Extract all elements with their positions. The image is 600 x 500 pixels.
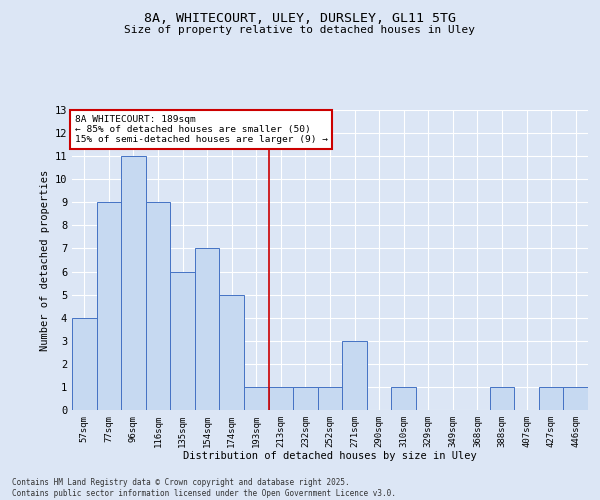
- Bar: [170, 272, 195, 410]
- Bar: [269, 387, 293, 410]
- Text: Size of property relative to detached houses in Uley: Size of property relative to detached ho…: [125, 25, 476, 35]
- Y-axis label: Number of detached properties: Number of detached properties: [40, 170, 50, 350]
- Text: 8A, WHITECOURT, ULEY, DURSLEY, GL11 5TG: 8A, WHITECOURT, ULEY, DURSLEY, GL11 5TG: [144, 12, 456, 26]
- Bar: [121, 156, 146, 410]
- Bar: [391, 387, 416, 410]
- Bar: [539, 387, 563, 410]
- Bar: [244, 387, 269, 410]
- Bar: [293, 387, 318, 410]
- Bar: [490, 387, 514, 410]
- Bar: [97, 202, 121, 410]
- Bar: [72, 318, 97, 410]
- Bar: [318, 387, 342, 410]
- Bar: [146, 202, 170, 410]
- Text: 8A WHITECOURT: 189sqm
← 85% of detached houses are smaller (50)
15% of semi-deta: 8A WHITECOURT: 189sqm ← 85% of detached …: [74, 114, 328, 144]
- Bar: [220, 294, 244, 410]
- Bar: [195, 248, 220, 410]
- Bar: [563, 387, 588, 410]
- X-axis label: Distribution of detached houses by size in Uley: Distribution of detached houses by size …: [183, 452, 477, 462]
- Bar: [342, 341, 367, 410]
- Text: Contains HM Land Registry data © Crown copyright and database right 2025.
Contai: Contains HM Land Registry data © Crown c…: [12, 478, 396, 498]
